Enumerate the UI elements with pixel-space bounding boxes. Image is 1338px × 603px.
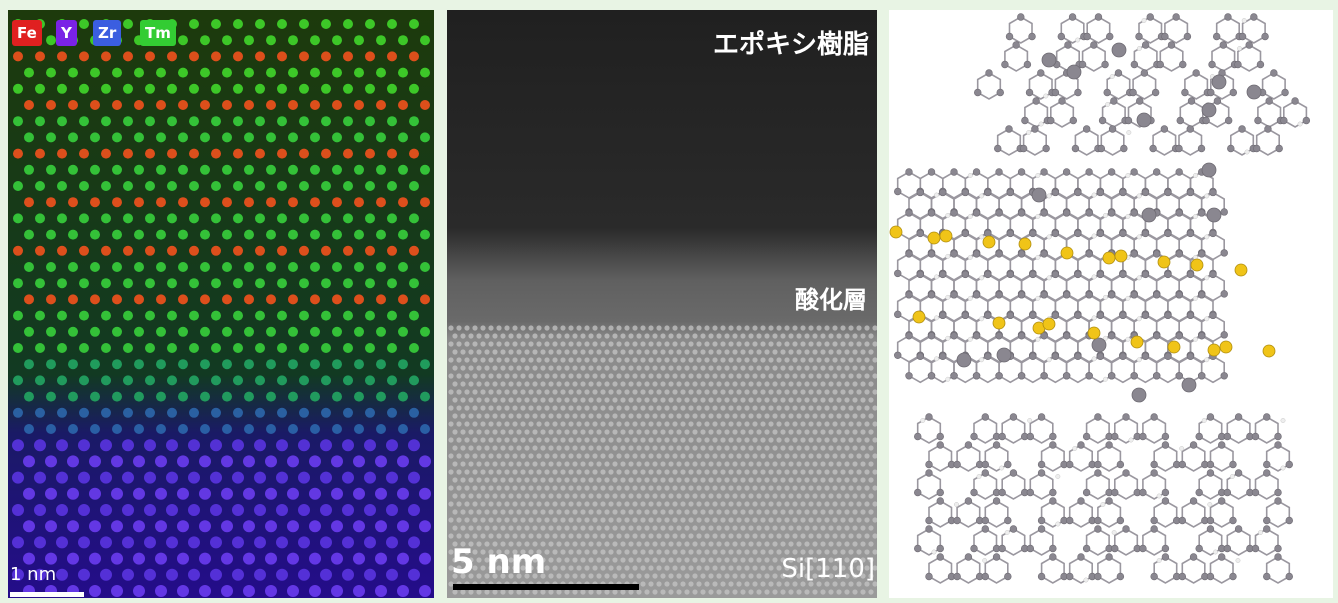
legend-zr-badge: Zr — [93, 20, 122, 46]
stem-image-panel: エポキシ樹脂 酸化層 Si[110] 5 nm — [447, 10, 877, 598]
molecular-model-panel — [889, 10, 1333, 598]
eds-element-map-panel: Fe Y Zr Tm 1 nm — [8, 10, 434, 598]
middle-scale-bar — [453, 584, 639, 590]
stem-cross-section-image — [447, 10, 877, 598]
eds-map-image — [8, 10, 434, 598]
left-scale-bar-label: 1 nm — [10, 564, 57, 585]
epoxy-resin-label: エポキシ樹脂 — [712, 30, 869, 60]
middle-scale-bar-label: 5 nm — [451, 542, 547, 582]
legend-y-badge: Y — [56, 20, 77, 46]
oxide-layer-label: 酸化層 — [795, 286, 867, 314]
legend-tm-badge: Tm — [140, 20, 176, 46]
left-scale-bar — [10, 592, 84, 597]
si-110-label: Si[110] — [781, 554, 875, 584]
molecular-structure-image — [889, 13, 1311, 584]
legend-fe-badge: Fe — [12, 20, 42, 46]
